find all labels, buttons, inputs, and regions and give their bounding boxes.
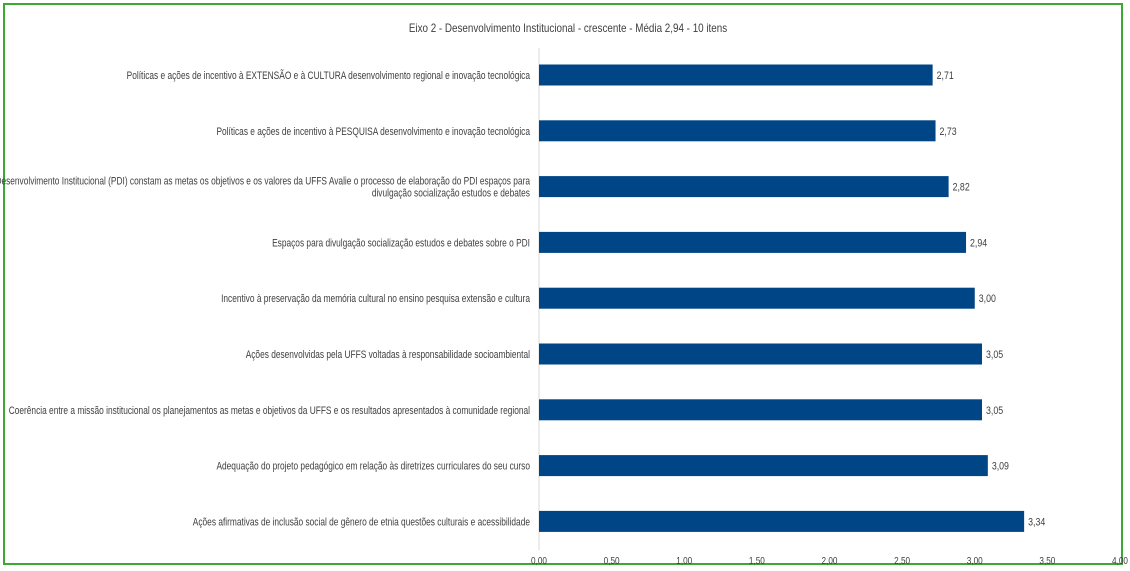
x-tick-label: 1,00 [676, 555, 692, 566]
data-label: 2,71 [937, 70, 955, 82]
bar [539, 343, 983, 365]
category-label: Políticas e ações de incentivo à PESQUIS… [216, 126, 530, 138]
x-tick-label: 2,50 [894, 555, 910, 566]
data-label: 3,00 [979, 293, 997, 305]
chart-title: Eixo 2 - Desenvolvimento Institucional -… [408, 21, 728, 35]
bar [539, 120, 936, 142]
category-label: Adequação do projeto pedagógico em relaç… [216, 461, 530, 473]
bar [539, 455, 988, 477]
x-tick-label: 2,00 [822, 555, 838, 566]
data-label: 2,94 [970, 238, 988, 250]
bar [539, 510, 1025, 532]
x-tick-label: 3,00 [967, 555, 983, 566]
bar [539, 287, 975, 309]
bar [539, 176, 949, 198]
category-label: Ações desenvolvidas pela UFFS voltadas à… [246, 349, 530, 361]
category-label: Ações afirmativas de inclusão social de … [193, 516, 530, 528]
x-tick-label: 3,50 [1039, 555, 1055, 566]
data-label: 2,73 [940, 126, 958, 138]
category-label: No Plano de Desenvolvimento Instituciona… [0, 176, 530, 188]
data-label: 3,34 [1028, 517, 1046, 529]
data-label: 3,09 [992, 461, 1010, 473]
x-tick-label: 0,50 [604, 555, 620, 566]
data-label: 2,82 [953, 182, 971, 194]
bar [539, 399, 983, 421]
category-label: Incentivo à preservação da memória cultu… [221, 293, 530, 305]
bar [539, 64, 933, 86]
data-label: 3,05 [986, 405, 1004, 417]
category-label: Espaços para divulgação socialização est… [272, 237, 530, 249]
data-label: 3,05 [986, 349, 1004, 361]
category-label: divulgação socialização estudos e debate… [372, 188, 530, 200]
category-label: Políticas e ações de incentivo à EXTENSÃ… [127, 70, 531, 82]
x-tick-label: 1,50 [749, 555, 765, 566]
category-label: Coerência entre a missão institucional o… [9, 405, 530, 417]
x-tick-label: 0,00 [531, 555, 547, 566]
x-tick-label: 4,00 [1112, 555, 1128, 566]
bar [539, 231, 967, 253]
